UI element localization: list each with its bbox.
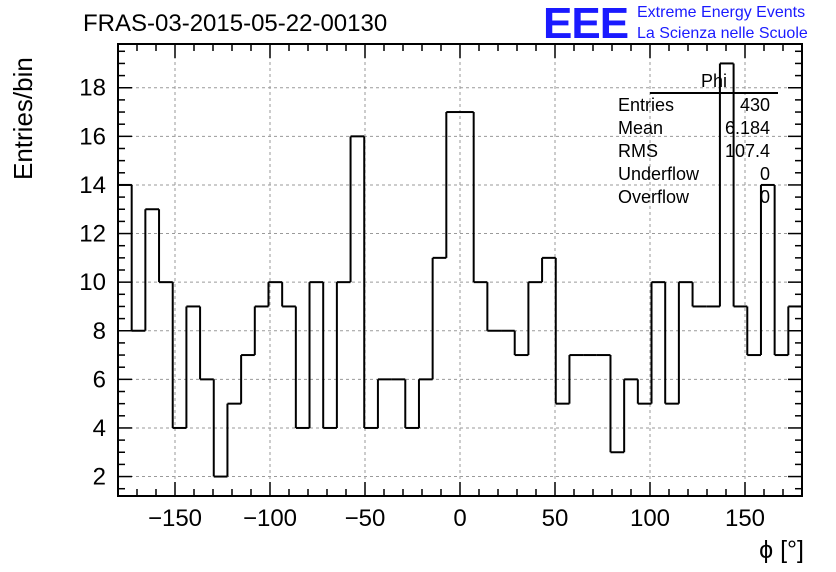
x-axis-label: ϕ [°] xyxy=(759,536,804,564)
y-tick-label: 4 xyxy=(93,415,106,442)
chart-title: FRAS-03-2015-05-22-00130 xyxy=(83,10,388,37)
stats-label: Overflow xyxy=(618,187,690,207)
stats-title: Phi xyxy=(650,70,778,94)
stats-label: Entries xyxy=(618,95,675,115)
y-axis-label: Entries/bin xyxy=(8,57,38,180)
stats-label: RMS xyxy=(618,141,658,161)
stats-row-rms: RMS 107.4 xyxy=(610,140,778,163)
y-tick-label: 6 xyxy=(93,366,106,393)
x-tick-label: −150 xyxy=(148,505,202,532)
x-tick-label: −100 xyxy=(243,505,297,532)
y-tick-label: 12 xyxy=(79,221,106,248)
x-tick-label: 150 xyxy=(725,505,765,532)
y-tick-label: 8 xyxy=(93,318,106,345)
stats-value: 430 xyxy=(739,95,770,115)
x-tick-label: 100 xyxy=(630,505,670,532)
stats-value: 6.184 xyxy=(724,118,770,138)
x-tick-label: 50 xyxy=(542,505,569,532)
y-tick-label: 2 xyxy=(93,464,106,491)
x-tick-label: −50 xyxy=(345,505,386,532)
stats-row-underflow: Underflow 0 xyxy=(610,163,778,186)
stats-value: 0 xyxy=(759,187,770,207)
y-tick-label: 18 xyxy=(79,75,106,102)
brand-line-1: Extreme Energy Events xyxy=(637,4,806,21)
stats-row-mean: Mean 6.184 xyxy=(610,117,778,140)
stats-row-overflow: Overflow 0 xyxy=(610,186,778,209)
brand-line-2: La Scienza nelle Scuole xyxy=(637,25,808,42)
y-tick-label: 16 xyxy=(79,123,106,150)
stats-value: 0 xyxy=(759,164,770,184)
stats-label: Mean xyxy=(618,118,664,138)
stats-row-entries: Entries 430 xyxy=(610,94,778,117)
stats-label: Underflow xyxy=(618,164,700,184)
y-tick-label: 14 xyxy=(79,172,106,199)
y-tick-label: 10 xyxy=(79,269,106,296)
stats-value: 107.4 xyxy=(724,141,770,161)
x-tick-label: 0 xyxy=(453,505,466,532)
eee-logo: EEE xyxy=(543,0,629,48)
stats-box: Phi Entries 430 Mean 6.184 RMS 107.4 Und… xyxy=(610,70,778,209)
